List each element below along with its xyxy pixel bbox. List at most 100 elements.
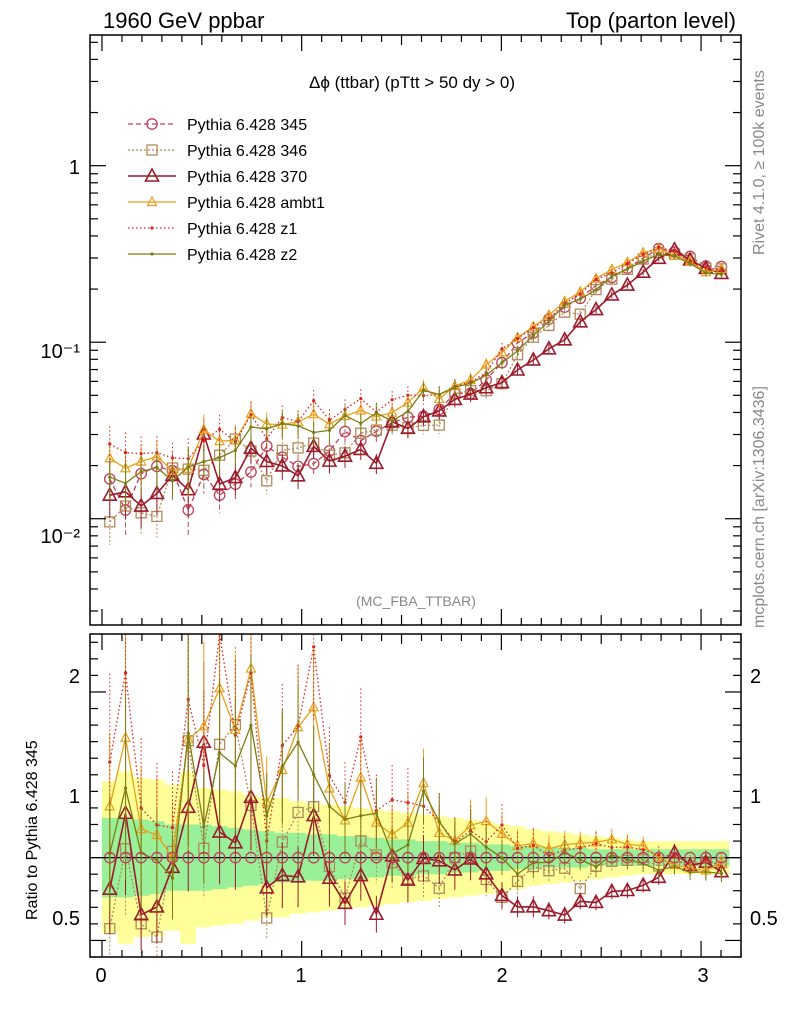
legend-swatch-marker [146,118,158,130]
ratio-point-z1 [625,845,629,849]
data-point-z2 [202,459,206,464]
data-point-z2 [625,267,629,271]
ratio-point-345 [417,851,430,864]
data-point-370 [321,452,338,467]
data-point-370 [556,331,573,346]
ratio-point-z2 [123,786,128,790]
data-point-370 [211,475,228,490]
data-point-z1 [108,442,112,446]
header-left-label: 1960 GeV ppbar [103,8,264,33]
ratio-point-z2 [704,870,708,874]
data-point-z2 [500,361,504,365]
data-point-346 [292,442,304,454]
data-point-z2 [657,253,661,257]
data-point-z2 [421,388,426,393]
main-series-layer [101,240,730,545]
ratio-point-z2 [312,772,316,776]
data-point-346 [433,419,445,431]
ratio-point-345 [307,851,320,864]
ratio-point-ambt1 [606,833,618,844]
ratio-point-345 [621,851,634,864]
ratio-point-z1 [500,823,504,827]
ratio-point-z2 [625,858,629,862]
data-point-z1 [406,393,410,397]
axes-layer [90,35,742,958]
ratio-point-z2 [688,870,692,874]
ratio-point-z1 [657,853,661,857]
data-point-z2 [170,479,175,483]
data-point-z1 [500,347,504,351]
ratio-series-layer [101,633,730,957]
ratio-y-tick-2-right: 2 [750,666,761,688]
ratio-point-345 [637,851,650,864]
series-z2 [108,251,724,511]
legend-item-ambt1: Pythia 6.428 ambt1 [128,195,325,212]
data-point-370 [415,408,432,423]
ratio-point-z1 [312,645,316,649]
data-point-z2 [563,303,567,307]
data-point-z2 [280,421,284,426]
legend-label-z2: Pythia 6.428 z2 [187,247,297,264]
data-point-z2 [327,428,332,432]
data-point-z1 [625,261,629,265]
ratio-point-ambt1 [653,851,665,862]
data-point-z2 [641,259,645,263]
ratio-point-345 [480,851,493,864]
data-point-370 [509,361,526,376]
data-point-z2 [108,475,112,479]
ratio-point-370 [211,823,228,838]
data-point-345 [245,466,257,478]
ratio-point-z2 [359,814,363,818]
legend-swatch-marker [146,195,158,207]
y-tick-label-0.1: 10⁻¹ [41,341,81,363]
ratio-line-346 [109,723,722,939]
data-point-z1 [719,269,724,273]
ratio-point-z1 [359,735,363,739]
ratio-point-345 [574,851,587,864]
ratio-point-z2 [374,811,378,815]
main-panel-frame [89,34,742,626]
data-point-370 [541,340,557,355]
ratio-point-345 [386,851,398,864]
data-point-z2 [186,465,190,469]
legend-label-ambt1: Pythia 6.428 ambt1 [187,195,325,212]
data-point-ambt1 [590,272,602,283]
data-point-z2 [610,274,614,278]
main-panel-background [90,35,741,625]
ratio-point-z1 [202,763,206,768]
y-tick-label-1: 1 [69,157,80,179]
data-point-346 [590,283,602,296]
data-point-z1 [123,450,128,455]
legend-swatch-marker [150,252,154,256]
ratio-point-370 [478,865,495,880]
ratio-point-z2 [170,876,175,880]
data-point-ambt1 [355,404,367,415]
data-point-z1 [704,265,708,269]
ratio-point-z2 [233,764,237,768]
data-point-z1 [359,397,363,401]
ratio-point-345 [197,851,210,864]
data-point-z2 [139,469,143,474]
ratio-point-345 [496,851,508,864]
ratio-point-370 [258,879,275,894]
ratio-series-345 [103,851,728,864]
ratio-point-370 [556,906,573,921]
data-point-370 [227,468,244,484]
ratio-point-345 [402,851,414,864]
ratio-point-345 [119,851,132,864]
data-point-z1 [390,398,394,402]
ratio-point-z1 [123,671,128,675]
ratio-point-370 [635,876,651,892]
ratio-point-370 [462,850,479,865]
ratio-point-z2 [218,751,222,755]
ratio-panel-frame [89,633,742,958]
data-point-370 [149,484,165,500]
data-point-z2 [594,288,598,292]
data-point-370 [462,385,479,400]
ratio-point-345 [182,851,195,864]
data-point-370 [368,454,385,470]
ratio-point-370 [337,894,353,910]
ratio-point-370 [415,849,432,865]
data-point-z1 [594,277,598,281]
legend-label-z1: Pythia 6.428 z1 [187,221,297,238]
